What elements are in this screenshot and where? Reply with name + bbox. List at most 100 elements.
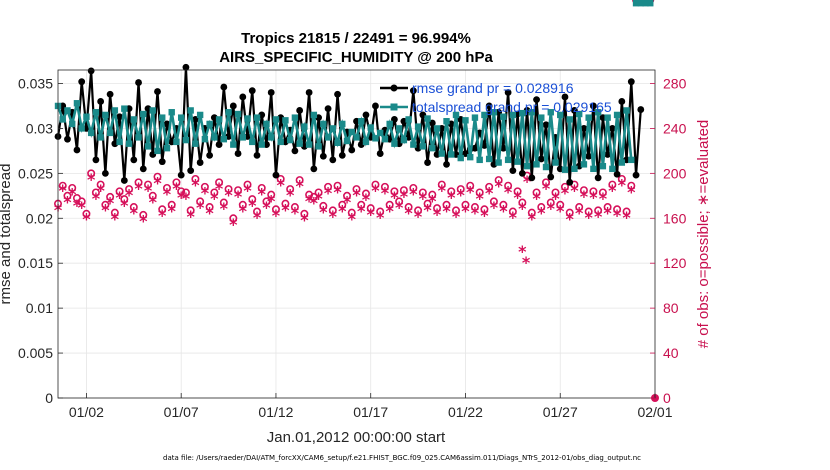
obs-evaluated-point: * (561, 183, 570, 202)
obs-evaluated-point: * (476, 189, 485, 208)
obs-evaluated-point: * (390, 188, 399, 207)
obs-possible-point (504, 181, 513, 190)
obs-possible-point (489, 197, 498, 206)
rmse-point (632, 171, 640, 179)
obs-possible-point (129, 203, 138, 212)
obs-evaluated-point: * (490, 198, 499, 217)
obs-possible-point (485, 182, 494, 191)
rmse-point (338, 151, 346, 159)
obs-evaluated-point: * (594, 207, 603, 226)
y-left-tick-label: 0.03 (26, 120, 53, 136)
rmse-point (130, 156, 138, 164)
obs-possible-point (556, 200, 565, 209)
totalspread-point (594, 109, 602, 116)
totalspread-point (490, 109, 498, 116)
obs-possible-point (210, 188, 219, 197)
totalspread-point (59, 116, 66, 123)
obs-evaluated-point: * (210, 189, 219, 208)
obs-possible-point (219, 198, 228, 207)
totalspread-point (476, 156, 483, 164)
obs-evaluated-point: * (144, 181, 153, 200)
rmse-point (78, 78, 86, 86)
totalspread-point (73, 100, 81, 107)
obs-evaluated-point: * (92, 189, 101, 208)
totalspread-point (163, 144, 171, 152)
obs-evaluated-point: * (580, 187, 589, 206)
totalspread-point (376, 129, 384, 137)
obs-possible-point (537, 203, 546, 212)
obs-possible-point (63, 191, 72, 200)
obs-evaluated-point: * (125, 186, 134, 205)
y-right-tick-label: 120 (663, 255, 687, 271)
y-axis-right-label: # of obs: o=possible; ∗=evaluated (695, 120, 712, 349)
obs-evaluated-point: * (618, 176, 627, 195)
obs-possible-point (120, 195, 129, 204)
totalspread-point (192, 140, 199, 147)
obs-possible-point (196, 197, 205, 206)
rmse-point (106, 90, 114, 98)
rmse-point (154, 88, 161, 95)
obs-possible-point (617, 174, 626, 183)
totalspread-point (334, 139, 341, 146)
totalspread-point (64, 107, 71, 114)
totalspread-point (320, 120, 327, 128)
obs-evaluated-point: * (82, 209, 91, 228)
obs-evaluated-point: * (310, 194, 319, 213)
totalspread-point (647, 0, 654, 7)
totalspread-point (268, 134, 275, 141)
totalspread-point (599, 162, 607, 170)
rmse-point (334, 90, 341, 98)
obs-evaluated-point: * (305, 191, 314, 210)
obs-evaluated-point: * (258, 185, 267, 204)
obs-evaluated-point: * (87, 170, 96, 189)
obs-possible-point (518, 198, 527, 207)
totalspread-point (609, 165, 616, 173)
obs-possible-point (134, 178, 143, 187)
totalspread-point (429, 144, 436, 152)
totalspread-point (87, 129, 95, 137)
rmse-point (187, 167, 195, 175)
x-axis: 01/02 01/07 01/12 01/17 01/22 01/27 02/01 (69, 393, 673, 420)
obs-possible-point (575, 203, 584, 212)
obs-possible-point (565, 208, 574, 217)
totalspread-point (500, 113, 507, 120)
rmse-point (637, 106, 645, 113)
totalspread-point (353, 134, 360, 141)
plot-frame (57, 69, 656, 399)
obs-possible-point (91, 188, 100, 197)
obs-evaluated-point: * (324, 183, 333, 202)
obs-evaluated-point: * (537, 204, 546, 223)
totalspread-point (291, 114, 299, 121)
obs-possible-point (395, 197, 404, 206)
rmse-point (206, 151, 214, 159)
line-series (54, 0, 654, 186)
obs-evaluated-point: * (111, 209, 120, 228)
rmse-point (376, 150, 384, 157)
obs-possible-point (447, 187, 456, 196)
totalspread-point (467, 153, 474, 161)
obs-evaluated-point: * (414, 207, 423, 226)
totalspread-point (92, 109, 100, 116)
totalspread-point (130, 116, 138, 123)
totalspread-point (519, 109, 526, 117)
totalspread-point (547, 109, 554, 116)
totalspread-point (561, 166, 569, 173)
rmse-point (87, 67, 95, 75)
x-tick-label: 01/22 (448, 404, 483, 420)
obs-evaluated-point: * (371, 181, 380, 200)
obs-evaluated-point: * (262, 198, 271, 217)
obs-evaluated-point: * (419, 189, 428, 208)
totalspread-point (296, 140, 303, 147)
obs-evaluated-point: * (59, 181, 68, 200)
rmse-point (590, 102, 597, 110)
rmse-point (234, 150, 242, 157)
totalspread-point (106, 129, 114, 137)
totalspread-point (144, 143, 152, 150)
obs-possible-point (286, 185, 295, 194)
obs-possible-point (148, 191, 157, 200)
totalspread-point (239, 134, 246, 141)
obs-evaluated-point: * (96, 181, 105, 200)
totalspread-point (514, 158, 521, 165)
obs-possible-point (101, 200, 110, 209)
totalspread-point (225, 109, 232, 116)
